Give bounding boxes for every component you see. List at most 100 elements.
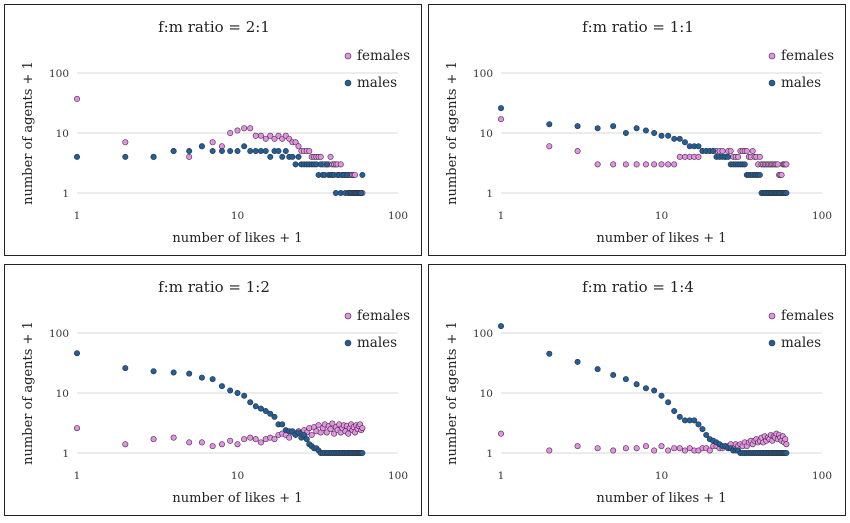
series-males <box>498 105 790 197</box>
data-point-males <box>74 153 81 160</box>
data-point-males <box>359 171 366 178</box>
legend-label-females: females <box>781 308 834 324</box>
data-point-females <box>676 153 683 160</box>
data-point-males <box>622 376 629 383</box>
series-females <box>498 116 790 178</box>
legend-label-males: males <box>781 75 821 91</box>
data-point-males <box>170 369 177 376</box>
data-point-females <box>352 171 359 178</box>
legend-marker-males <box>344 339 352 347</box>
data-point-females <box>122 441 129 448</box>
data-point-females <box>622 161 629 168</box>
data-point-males <box>198 143 205 150</box>
legend-marker-females <box>768 52 776 60</box>
y-axis-label: number of agents + 1 <box>21 321 36 465</box>
data-point-females <box>676 445 683 452</box>
data-point-males <box>498 105 505 112</box>
data-point-females <box>658 161 665 168</box>
data-point-males <box>150 368 157 375</box>
data-point-females <box>218 441 225 448</box>
data-point-females <box>247 125 254 132</box>
data-point-males <box>358 190 365 197</box>
data-point-males <box>303 436 310 443</box>
data-point-females <box>295 143 302 150</box>
chart-panel-bottom-right: f:m ratio = 1:4 1 10 100 1 10 100 number of lik… <box>428 264 846 516</box>
data-point-females <box>774 161 781 168</box>
data-point-males <box>725 153 732 160</box>
data-point-males <box>252 148 259 155</box>
x-tick-label: 10 <box>231 210 244 222</box>
data-point-females <box>74 425 81 432</box>
data-point-females <box>252 436 259 443</box>
series-males <box>74 143 366 197</box>
data-point-males <box>703 431 710 438</box>
data-point-females <box>782 436 789 443</box>
x-axis-label: number of likes + 1 <box>172 231 302 246</box>
data-point-females <box>671 445 678 452</box>
data-point-males <box>633 125 640 132</box>
chart-panel-top-left: f:m ratio = 2:1 1 10 100 1 10 100 number of lik… <box>4 4 422 256</box>
data-point-females <box>498 430 505 437</box>
legend-label-females: females <box>781 48 834 64</box>
data-point-females <box>267 132 274 139</box>
data-point-males <box>574 358 581 365</box>
data-point-females <box>317 153 324 160</box>
data-point-males <box>676 413 683 420</box>
data-point-females <box>695 153 702 160</box>
data-point-females <box>327 153 334 160</box>
data-point-males <box>343 171 350 178</box>
data-point-males <box>209 376 216 383</box>
data-point-males <box>317 161 324 168</box>
data-point-females <box>498 116 505 123</box>
data-point-males <box>267 410 274 417</box>
chart-title: f:m ratio = 1:1 <box>582 18 694 36</box>
legend-label-males: males <box>357 75 397 91</box>
data-point-males <box>122 365 129 372</box>
data-point-females <box>227 130 234 137</box>
x-tick-label: 1 <box>498 470 505 482</box>
legend-marker-males <box>768 79 776 87</box>
legend-label-males: males <box>781 335 821 351</box>
data-point-males <box>332 190 339 197</box>
y-tick-label: 10 <box>480 388 493 400</box>
data-point-females <box>241 125 248 132</box>
data-point-males <box>262 408 269 415</box>
data-point-males <box>658 132 665 139</box>
data-point-males <box>665 132 672 139</box>
data-point-males <box>295 153 302 160</box>
data-point-males <box>594 125 601 132</box>
series-females <box>74 420 366 450</box>
data-point-females <box>170 434 177 441</box>
data-point-females <box>308 431 315 438</box>
data-point-males <box>783 190 790 197</box>
data-point-males <box>301 431 308 438</box>
legend-marker-females <box>344 312 352 320</box>
y-tick-label: 100 <box>473 68 493 80</box>
data-point-females <box>122 139 129 146</box>
data-point-females <box>642 443 649 450</box>
x-tick-label: 100 <box>388 210 408 222</box>
data-point-males <box>681 139 688 146</box>
data-point-females <box>743 148 750 155</box>
legend-marker-males <box>344 79 352 87</box>
x-tick-label: 1 <box>74 470 81 482</box>
y-axis-label: number of agents + 1 <box>21 61 36 205</box>
chart-panel-bottom-left: f:m ratio = 1:2 1 10 100 1 10 100 number of lik… <box>4 264 422 516</box>
x-tick-label: 100 <box>812 210 832 222</box>
data-point-females <box>658 443 665 450</box>
data-point-females <box>633 445 640 452</box>
data-point-males <box>218 148 225 155</box>
y-axis-label: number of agents + 1 <box>445 61 460 205</box>
legend-label-females: females <box>357 308 410 324</box>
x-axis-label: number of likes + 1 <box>596 231 726 246</box>
data-point-females <box>252 132 259 139</box>
data-point-males <box>234 390 241 397</box>
chart-title: f:m ratio = 2:1 <box>158 18 270 36</box>
data-point-males <box>710 148 717 155</box>
data-point-males <box>275 148 282 155</box>
x-axis-label: number of likes + 1 <box>172 491 302 506</box>
x-tick-label: 1 <box>498 210 505 222</box>
data-point-females <box>681 447 688 454</box>
data-point-females <box>633 161 640 168</box>
y-tick-label: 10 <box>56 388 69 400</box>
